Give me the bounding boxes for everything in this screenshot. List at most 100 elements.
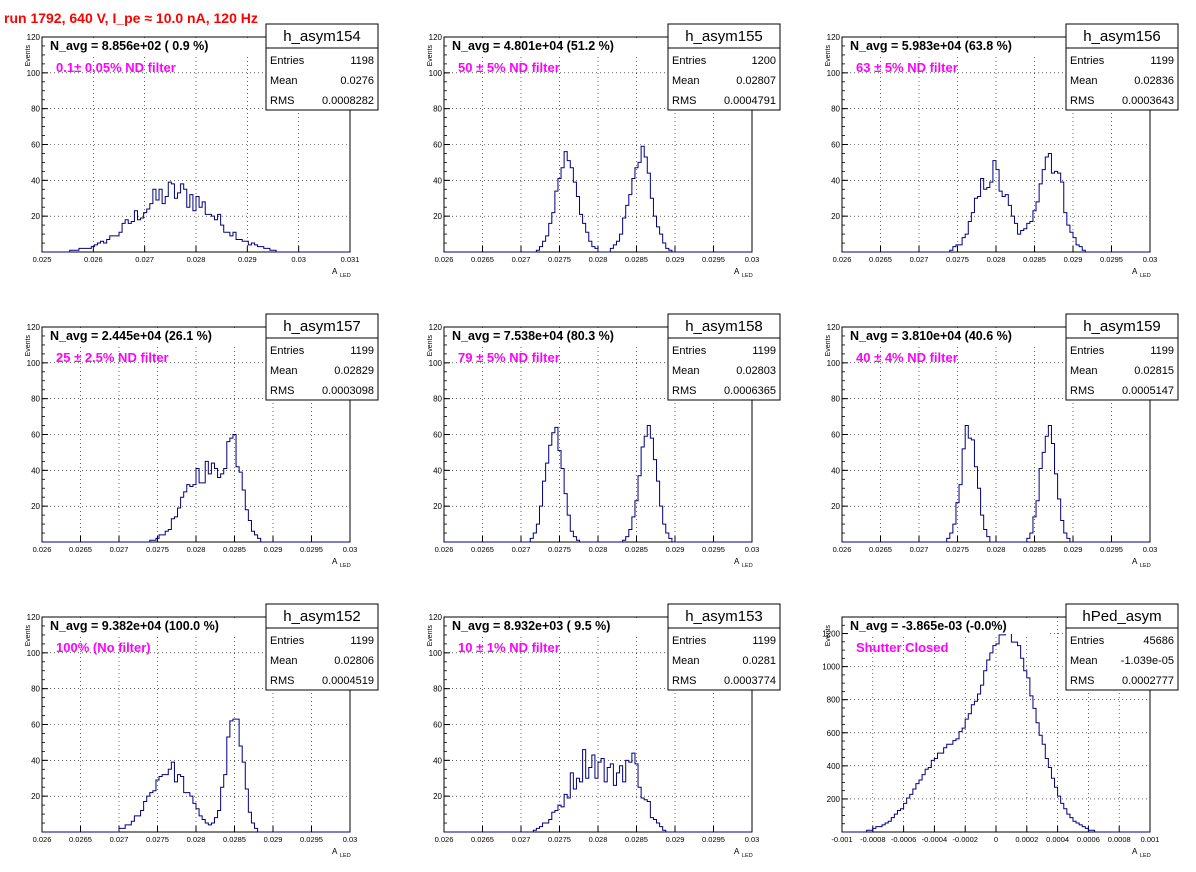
navg-background	[450, 328, 650, 344]
x-tick-label: 0.029	[264, 835, 283, 844]
x-tick-label: 0.0285	[1023, 255, 1046, 264]
histogram-panel-hPed_asym: 200 400 600 800 1000 1200 -0.001 -0.0008 -0.0006…	[822, 603, 1179, 859]
x-axis-label-sub: LED	[340, 273, 351, 279]
stat-label: Entries	[270, 345, 305, 357]
stat-label: RMS	[1070, 95, 1094, 107]
histogram-line	[444, 425, 752, 543]
x-tick-label: 0.0295	[702, 545, 725, 554]
y-tick-label: 40	[831, 176, 840, 185]
x-tick-label: -0.001	[831, 835, 852, 844]
x-tick-label: 0.027	[910, 545, 929, 554]
y-tick-label: 100	[429, 359, 443, 368]
filter-annotation: 0.1± 0.05% ND filter	[56, 60, 176, 75]
x-axis-label: A	[1132, 557, 1138, 566]
y-tick-label: 800	[827, 696, 841, 705]
x-tick-label: 0.0275	[548, 545, 571, 554]
x-tick-label: 0.028	[589, 545, 608, 554]
histogram-line	[444, 749, 752, 833]
y-tick-label: 20	[433, 212, 442, 221]
x-axis-label: A	[332, 557, 338, 566]
x-tick-label: 0.0295	[702, 835, 725, 844]
x-tick-label: 0.026	[84, 255, 103, 264]
x-tick-label: 0.0295	[702, 255, 725, 264]
stat-label: RMS	[270, 385, 294, 397]
y-axis-label: Events	[25, 335, 32, 357]
x-axis-label: A	[332, 267, 338, 276]
y-tick-label: 60	[31, 141, 40, 150]
y-tick-label: 40	[31, 756, 40, 765]
x-tick-label: 0.0285	[625, 835, 648, 844]
stat-label: Mean	[270, 655, 298, 667]
y-axis-label: Events	[25, 45, 32, 67]
y-tick-label: 120	[27, 33, 41, 42]
x-tick-label: 0.03	[291, 255, 306, 264]
y-tick-label: 120	[27, 323, 41, 332]
navg-background	[848, 328, 1048, 344]
y-tick-label: 80	[31, 105, 40, 114]
x-axis-label-sub: LED	[1140, 273, 1151, 279]
stats-box	[1065, 23, 1179, 111]
histogram-panel-h_asym155: 20 40 60 80 100 120 0.026 0.0265 0.027 0.0275 0.02…	[427, 23, 781, 279]
navg-background	[450, 618, 650, 634]
x-axis-label-sub: LED	[742, 563, 753, 569]
stat-value: 0.02815	[1134, 365, 1174, 377]
stats-box	[667, 603, 781, 691]
stat-value: 1199	[752, 635, 776, 647]
x-tick-label: 0.025	[33, 255, 52, 264]
navg-label: N_avg = 3.810e+04 (40.6 %)	[850, 329, 1012, 343]
stat-label: RMS	[672, 95, 696, 107]
x-tick-label: 0.0285	[223, 835, 246, 844]
filter-annotation: Shutter Closed	[856, 640, 949, 655]
x-tick-label: 0.027	[910, 255, 929, 264]
x-tick-label: 0.026	[833, 255, 852, 264]
navg-background	[48, 618, 248, 634]
stat-label: Mean	[672, 655, 700, 667]
y-tick-label: 120	[429, 33, 443, 42]
x-tick-label: 0.027	[110, 835, 129, 844]
y-tick-label: 20	[433, 502, 442, 511]
y-tick-label: 100	[27, 69, 41, 78]
navg-label: N_avg = 7.538e+04 (80.3 %)	[452, 329, 614, 343]
stat-value: 1200	[752, 55, 776, 67]
x-tick-label: 0.0275	[946, 255, 969, 264]
y-tick-label: 400	[827, 762, 841, 771]
y-tick-label: 60	[831, 141, 840, 150]
y-tick-label: 40	[433, 756, 442, 765]
x-tick-label: 0.028	[589, 835, 608, 844]
stat-value: 1199	[1150, 345, 1174, 357]
x-tick-label: 0.0004	[1046, 835, 1069, 844]
stat-label: RMS	[1070, 385, 1094, 397]
filter-annotation: 50 ± 5% ND filter	[458, 60, 560, 75]
y-axis-label: Events	[427, 45, 434, 67]
navg-label: N_avg = 8.856e+02 ( 0.9 %)	[50, 39, 208, 53]
y-tick-label: 100	[429, 649, 443, 658]
x-tick-label: 0.0265	[69, 545, 92, 554]
y-tick-label: 20	[433, 792, 442, 801]
x-tick-label: 0.026	[435, 545, 454, 554]
x-tick-label: 0.03	[343, 545, 358, 554]
navg-background	[848, 618, 1048, 634]
y-tick-label: 200	[827, 795, 841, 804]
x-tick-label: 0.0265	[471, 255, 494, 264]
x-tick-label: 0.027	[110, 545, 129, 554]
histogram-name: h_asym156	[1083, 28, 1161, 45]
x-tick-label: -0.0004	[922, 835, 947, 844]
y-axis-label: Events	[825, 335, 832, 357]
stat-value: 0.0002777	[1122, 675, 1174, 687]
y-tick-label: 60	[831, 431, 840, 440]
y-tick-label: 40	[433, 466, 442, 475]
histogram-line	[842, 425, 1150, 543]
stat-value: 0.0281	[742, 655, 776, 667]
histogram-line	[842, 629, 1150, 833]
stat-label: Entries	[270, 55, 305, 67]
stat-label: Mean	[672, 365, 700, 377]
x-tick-label: 0.026	[33, 835, 52, 844]
stat-label: RMS	[672, 385, 696, 397]
navg-label: N_avg = 2.445e+04 (26.1 %)	[50, 329, 212, 343]
x-tick-label: 0.03	[745, 255, 760, 264]
stat-label: Entries	[270, 635, 305, 647]
x-axis-label-sub: LED	[340, 853, 351, 859]
histogram-name: h_asym157	[283, 318, 361, 335]
x-axis-label: A	[734, 847, 740, 856]
